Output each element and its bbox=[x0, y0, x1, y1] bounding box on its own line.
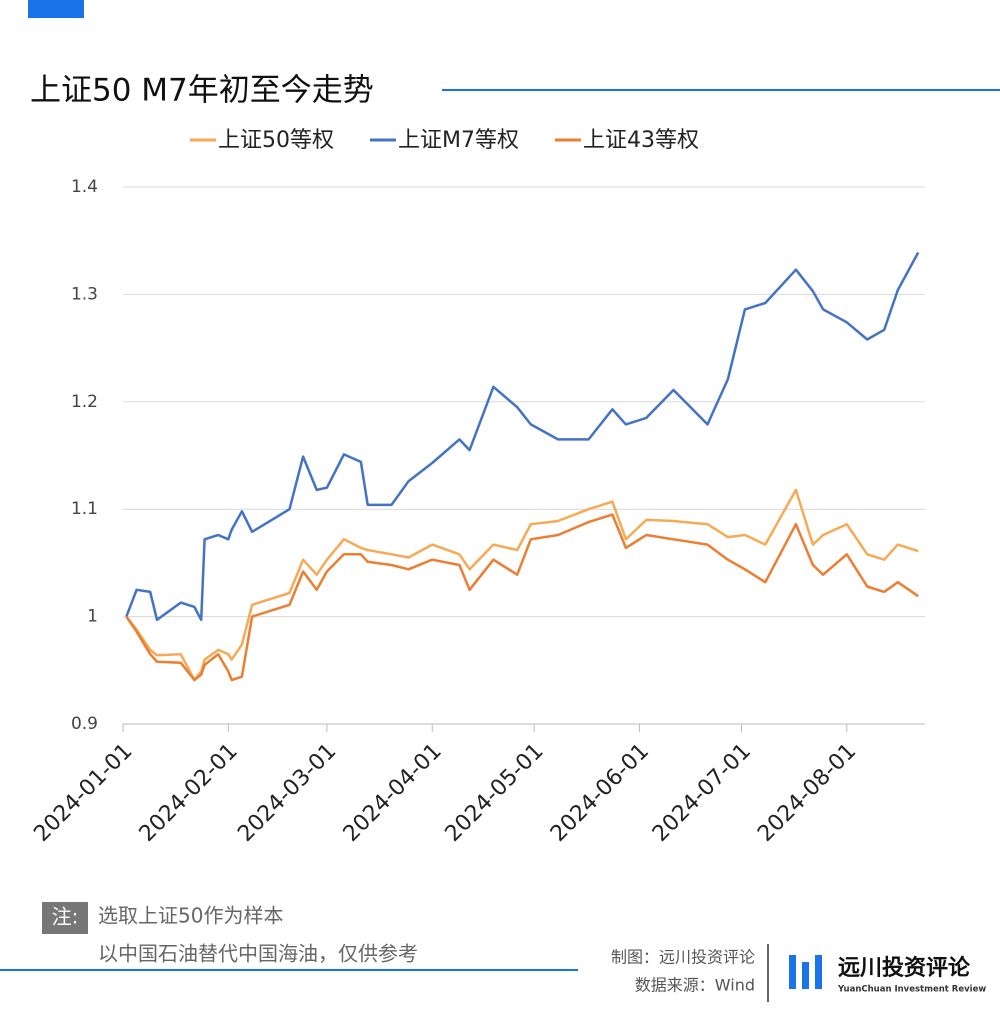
y-tick-label: 1.1 bbox=[71, 499, 98, 519]
series-line bbox=[125, 251, 920, 622]
note-tag: 注: bbox=[52, 905, 79, 929]
corner-block bbox=[28, 0, 84, 18]
y-tick-label: 0.9 bbox=[71, 714, 98, 734]
chart-title: 上证50 M7年初至今走势 bbox=[30, 73, 374, 109]
y-tick-label: 1.3 bbox=[71, 284, 98, 304]
credit-maker: 制图：远川投资评论 bbox=[611, 948, 755, 967]
x-tick-label: 2024-07-01 bbox=[648, 739, 756, 847]
logo-name: 远川投资评论 bbox=[838, 955, 971, 981]
legend-label: 上证M7等权 bbox=[398, 128, 519, 153]
x-tick-label: 2024-08-01 bbox=[753, 739, 861, 847]
series-line bbox=[125, 513, 919, 682]
note-tag-box bbox=[42, 902, 88, 934]
x-tick-label: 2024-04-01 bbox=[339, 739, 447, 847]
logo-subtitle: YuanChuan Investment Review bbox=[837, 985, 986, 995]
x-tick-label: 2024-02-01 bbox=[135, 739, 243, 847]
legend-label: 上证43等权 bbox=[583, 128, 699, 153]
note-line: 选取上证50作为样本 bbox=[98, 904, 283, 928]
x-tick-label: 2024-03-01 bbox=[233, 739, 341, 847]
x-tick-label: 2024-06-01 bbox=[546, 739, 654, 847]
credit-source: 数据来源：Wind bbox=[635, 976, 755, 995]
x-tick-label: 2024-01-01 bbox=[29, 739, 137, 847]
y-tick-label: 1 bbox=[87, 607, 98, 627]
y-tick-label: 1.2 bbox=[71, 392, 98, 412]
series-line bbox=[125, 488, 919, 682]
y-tick-label: 1.4 bbox=[71, 177, 98, 197]
note-line: 以中国石油替代中国海油，仅供参考 bbox=[98, 942, 418, 966]
x-tick-label: 2024-05-01 bbox=[441, 739, 549, 847]
logo-mark bbox=[789, 955, 822, 989]
legend-label: 上证50等权 bbox=[218, 128, 334, 153]
